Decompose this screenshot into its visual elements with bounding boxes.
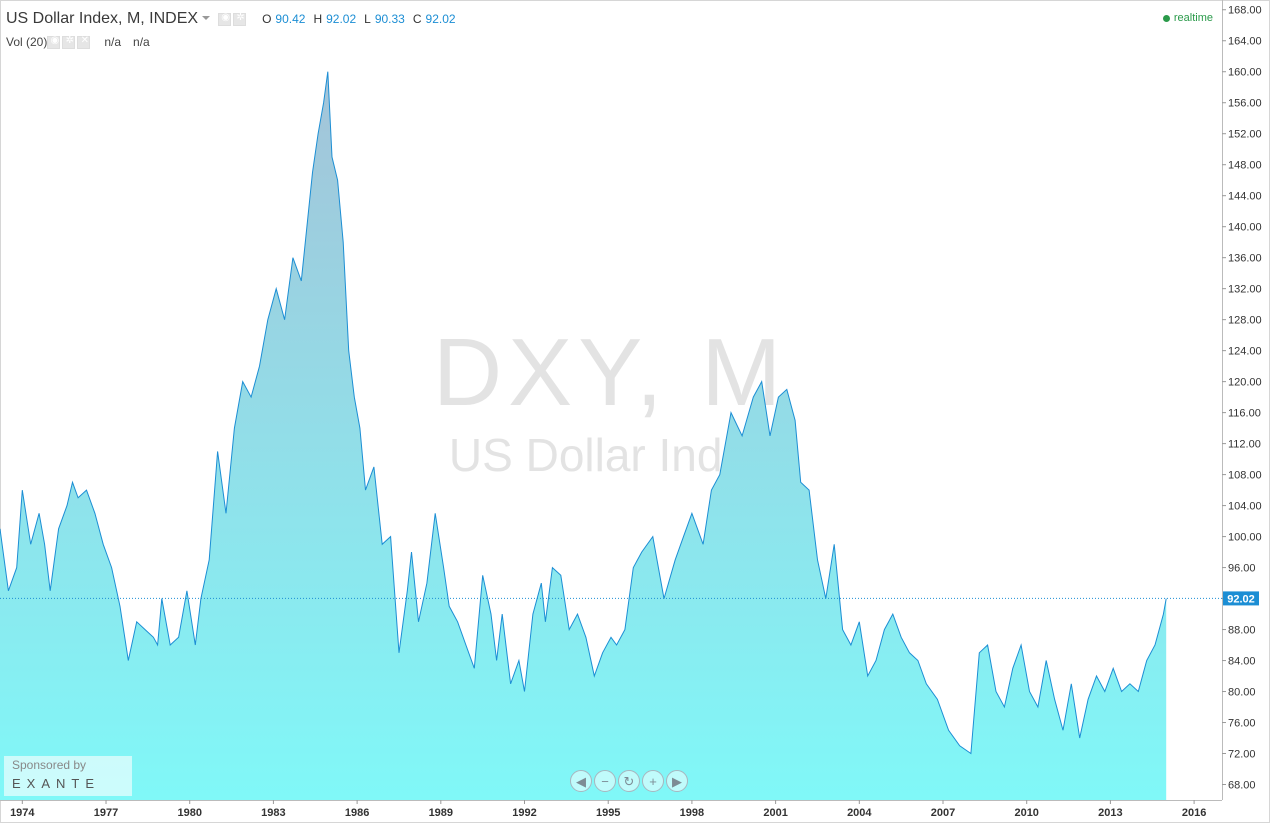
ohlc-value: 90.33 — [374, 12, 405, 26]
x-tick-label: 2007 — [931, 807, 955, 819]
y-tick-label: 140.00 — [1228, 222, 1262, 234]
y-tick-label: 68.00 — [1228, 780, 1256, 792]
x-tick-label: 2013 — [1098, 807, 1122, 819]
y-tick-label: 116.00 — [1228, 408, 1261, 420]
series-area — [0, 71, 1167, 800]
x-tick-label: 1992 — [512, 807, 536, 819]
chart-nav-controls: ◀ − ↻ + ▶ — [570, 770, 690, 792]
y-tick-label: 108.00 — [1228, 470, 1262, 482]
sponsor-label: Sponsored by — [12, 758, 87, 772]
eye-icon[interactable]: ◉ — [218, 12, 232, 26]
watermark-name: US Dollar Index — [448, 429, 772, 481]
volume-legend: Vol (20) ◉ ✲ ✕ n/a n/a — [6, 35, 150, 50]
y-tick-label: 128.00 — [1228, 315, 1262, 327]
x-tick-label: 1977 — [94, 807, 118, 819]
gear-icon[interactable]: ✲ — [62, 35, 76, 50]
x-tick-label: 2004 — [847, 807, 872, 819]
x-tick-label: 1989 — [429, 807, 453, 819]
y-tick-label: 112.00 — [1228, 439, 1261, 451]
y-tick-label: 152.00 — [1228, 129, 1262, 141]
sponsor-logo: EXANTE — [12, 776, 101, 791]
x-tick-label: 1974 — [10, 807, 35, 819]
chart-legend: US Dollar Index, M, INDEX ◉ ✲ O 90.42 H 92.02 L… — [6, 10, 464, 28]
y-tick-label: 144.00 — [1228, 191, 1262, 203]
x-tick-label: 1983 — [261, 807, 285, 819]
watermark-symbol: DXY, M — [432, 319, 788, 426]
y-tick-label: 100.00 — [1228, 532, 1262, 544]
x-tick-label: 2001 — [763, 807, 787, 819]
ohlc-readout: O 90.42 H 92.02 L 90.33 C 92.02 — [262, 12, 464, 26]
y-tick-label: 88.00 — [1228, 625, 1256, 637]
eye-icon[interactable]: ◉ — [47, 35, 61, 50]
zoom-out-icon[interactable]: − — [594, 770, 616, 792]
realtime-status: realtime — [1162, 12, 1213, 24]
y-tick-label: 76.00 — [1228, 718, 1256, 730]
y-tick-label: 104.00 — [1228, 501, 1262, 513]
x-tick-label: 1995 — [596, 807, 620, 819]
scroll-right-icon[interactable]: ▶ — [666, 770, 688, 792]
ohlc-key: O — [262, 12, 272, 26]
volume-value: n/a — [104, 35, 122, 49]
chevron-down-icon[interactable] — [202, 16, 211, 21]
sponsor-badge[interactable]: Sponsored by EXANTE — [4, 756, 132, 796]
ohlc-value: 90.42 — [275, 12, 306, 26]
ohlc-value: 92.02 — [326, 12, 357, 26]
y-tick-label: 160.00 — [1228, 67, 1262, 79]
y-tick-label: 72.00 — [1228, 749, 1256, 761]
ohlc-value: 92.02 — [425, 12, 456, 26]
status-dot-icon — [1162, 14, 1170, 22]
y-tick-label: 96.00 — [1228, 563, 1256, 575]
y-tick-label: 148.00 — [1228, 160, 1262, 172]
volume-label[interactable]: Vol (20) — [6, 35, 48, 49]
x-tick-label: 2016 — [1182, 807, 1206, 819]
y-tick-label: 120.00 — [1228, 377, 1262, 389]
ohlc-key: L — [364, 12, 371, 26]
last-price-badge — [1223, 591, 1259, 606]
scroll-left-icon[interactable]: ◀ — [570, 770, 592, 792]
x-tick-label: 1998 — [680, 807, 704, 819]
x-tick-label: 1980 — [177, 807, 201, 819]
y-tick-label: 156.00 — [1228, 98, 1262, 110]
x-tick-label: 1986 — [345, 807, 369, 819]
last-price-label: 92.02 — [1227, 593, 1255, 605]
close-icon[interactable]: ✕ — [77, 35, 91, 50]
y-tick-label: 84.00 — [1228, 656, 1256, 668]
zoom-in-icon[interactable]: + — [642, 770, 664, 792]
y-tick-label: 136.00 — [1228, 253, 1262, 265]
reset-icon[interactable]: ↻ — [618, 770, 640, 792]
ohlc-key: H — [313, 12, 323, 26]
y-tick-label: 164.00 — [1228, 36, 1262, 48]
gear-icon[interactable]: ✲ — [233, 12, 247, 26]
y-tick-label: 124.00 — [1228, 346, 1262, 358]
volume-value: n/a — [133, 35, 150, 49]
ohlc-key: C — [412, 12, 422, 26]
y-tick-label: 132.00 — [1228, 284, 1262, 296]
symbol-title[interactable]: US Dollar Index, M, INDEX — [6, 10, 199, 27]
realtime-label: realtime — [1173, 12, 1213, 24]
y-tick-label: 168.00 — [1228, 5, 1262, 17]
x-tick-label: 2010 — [1014, 807, 1038, 819]
y-tick-label: 80.00 — [1228, 687, 1256, 699]
